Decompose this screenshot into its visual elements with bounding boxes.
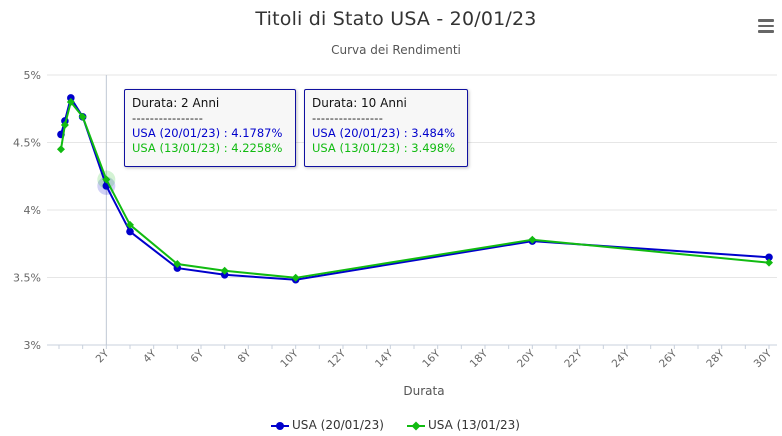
data-point-diamond (60, 120, 69, 129)
x-tick-label: 24Y (610, 347, 633, 370)
tooltip-series2-value: USA (13/01/23) : 4.2258% (132, 141, 283, 155)
y-tick-label: 5% (24, 69, 41, 82)
data-point-diamond (102, 175, 111, 184)
x-tick-label: 14Y (373, 347, 396, 370)
x-tick-label: 10Y (278, 347, 301, 370)
legend-diamond-marker-icon (407, 421, 425, 431)
tooltip-series1-value: USA (20/01/23) : 4.1787% (132, 126, 283, 140)
x-tick-label: 30Y (752, 347, 775, 370)
tooltip-header: Durata: 10 Anni (312, 96, 407, 110)
x-axis-title: Durata (403, 384, 444, 398)
tooltip-series1-value: USA (20/01/23) : 3.484% (312, 126, 456, 140)
y-tick-label: 4.5% (13, 137, 41, 150)
x-tick-label: 26Y (657, 347, 680, 370)
legend-circle-marker-icon (271, 422, 289, 430)
x-tick-label: 22Y (562, 347, 585, 370)
data-point-diamond (66, 98, 75, 106)
x-tick-label: 18Y (468, 347, 491, 370)
tooltip-series2-value: USA (13/01/23) : 3.498% (312, 141, 456, 155)
data-point-diamond (78, 112, 87, 121)
data-point-diamond (56, 145, 65, 154)
tooltip-separator: ---------------- (132, 111, 204, 125)
x-tick-label: 2Y (94, 347, 112, 365)
chart-subtitle: Curva dei Rendimenti (331, 43, 461, 57)
legend-label: USA (20/01/23) (292, 418, 384, 432)
data-point-diamond (291, 273, 300, 282)
y-tick-label: 3.5% (13, 272, 41, 285)
data-point-circle (220, 271, 229, 279)
data-point-circle (173, 264, 182, 272)
tooltip-separator: ---------------- (312, 111, 384, 125)
data-point-circle (126, 227, 134, 236)
data-point-diamond (765, 258, 773, 267)
x-tick-label: 4Y (141, 347, 159, 365)
data-point-diamond (528, 235, 537, 244)
x-tick-label: 16Y (420, 347, 443, 370)
tooltip-header: Durata: 2 Anni (132, 96, 220, 110)
data-point-circle (765, 253, 773, 262)
data-point-diamond (126, 220, 134, 229)
chart-title: Titoli di Stato USA - 20/01/23 (255, 8, 537, 30)
x-tick-label: 8Y (236, 347, 254, 365)
x-tick-label: 6Y (188, 347, 206, 365)
x-tick-label: 28Y (704, 347, 727, 370)
data-point-circle (67, 94, 75, 102)
tooltip-10-anni: Durata: 10 Anni ---------------- USA (20… (304, 89, 468, 167)
legend-label: USA (13/01/23) (428, 418, 520, 432)
x-tick-label: 20Y (515, 347, 538, 370)
data-point-diamond (173, 260, 182, 268)
hamburger-menu-icon[interactable] (758, 19, 774, 33)
x-tick-label: 12Y (326, 347, 349, 370)
y-tick-label: 4% (24, 204, 41, 217)
data-point-diamond (220, 266, 229, 275)
tooltip-2-anni: Durata: 2 Anni ---------------- USA (20/… (124, 89, 296, 167)
y-tick-label: 3% (24, 339, 41, 352)
